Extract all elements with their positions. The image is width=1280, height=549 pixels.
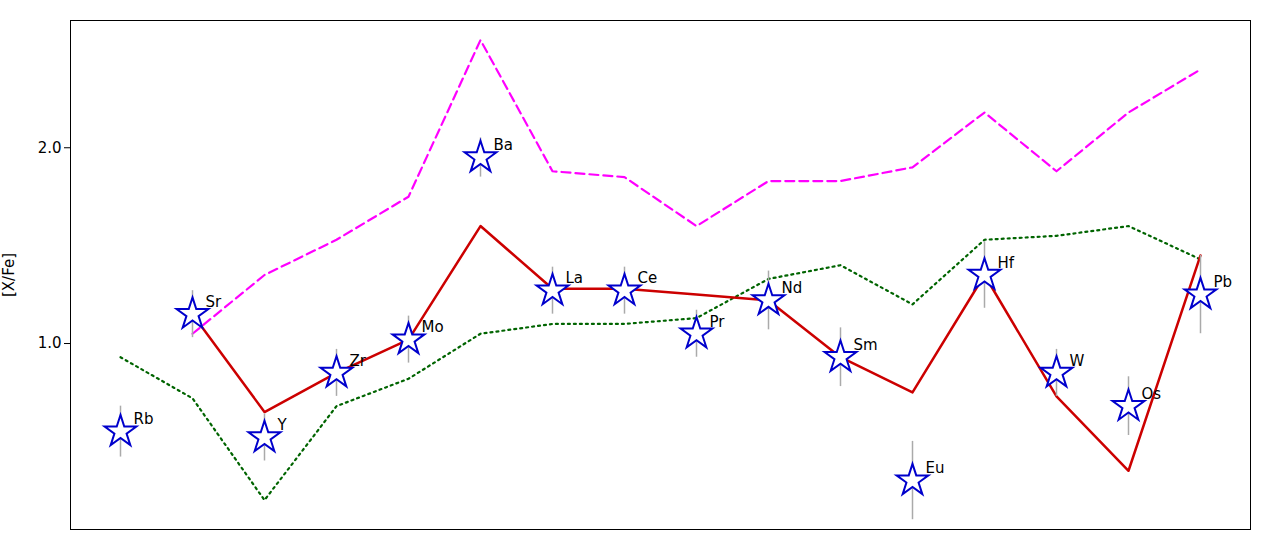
svg-text:Os: Os: [1142, 385, 1162, 403]
svg-text:Pr: Pr: [710, 313, 726, 331]
svg-text:Hf: Hf: [998, 254, 1015, 272]
svg-text:Ba: Ba: [494, 136, 513, 154]
svg-text:Zr: Zr: [350, 352, 367, 370]
svg-text:Eu: Eu: [926, 459, 945, 477]
svg-text:Nd: Nd: [782, 279, 803, 297]
svg-text:Rb: Rb: [134, 410, 154, 428]
svg-text:Sm: Sm: [854, 336, 878, 354]
svg-text:2.0: 2.0: [38, 139, 62, 157]
svg-text:Mo: Mo: [422, 318, 444, 336]
svg-text:Sr: Sr: [206, 293, 223, 311]
svg-text:Y: Y: [277, 416, 288, 434]
svg-text:Pb: Pb: [1214, 273, 1233, 291]
svg-text:W: W: [1070, 352, 1085, 370]
svg-text:Ce: Ce: [638, 269, 658, 287]
svg-text:La: La: [566, 269, 584, 287]
svg-text:[X/Fe]: [X/Fe]: [0, 253, 18, 297]
svg-text:1.0: 1.0: [38, 334, 62, 352]
